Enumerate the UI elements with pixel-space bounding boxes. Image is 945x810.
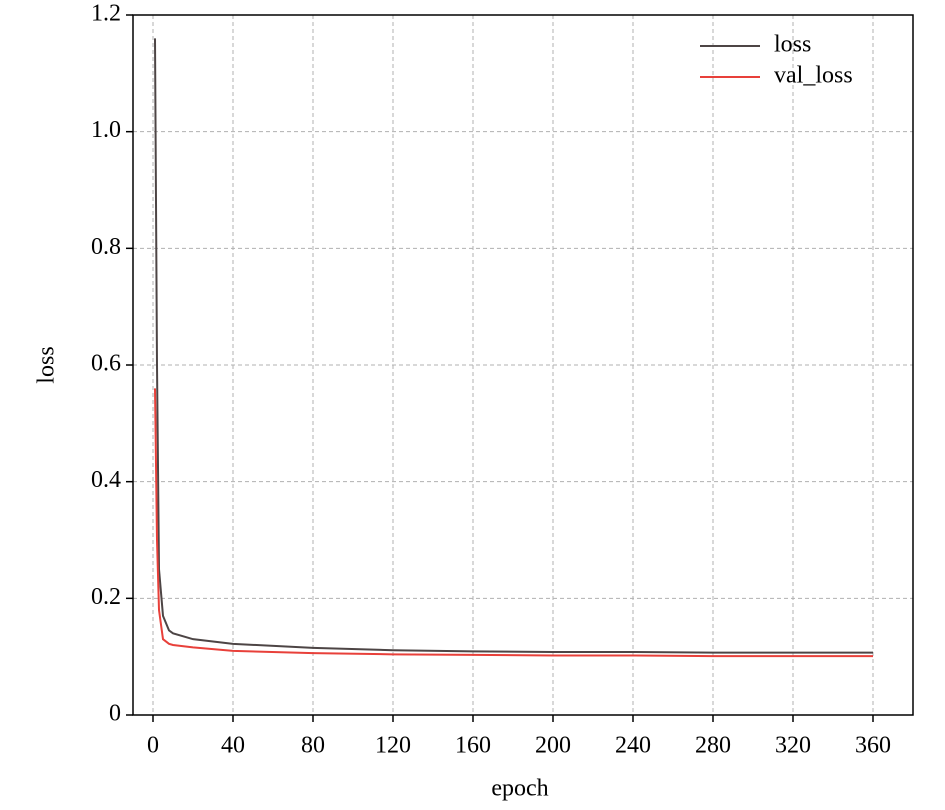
x-tick-label: 120 bbox=[375, 733, 411, 759]
x-tick-label: 200 bbox=[535, 733, 571, 759]
y-tick-label: 0.8 bbox=[91, 234, 121, 260]
x-tick-label: 40 bbox=[221, 733, 245, 759]
legend-label: loss bbox=[774, 32, 811, 58]
y-tick-label: 0 bbox=[109, 701, 121, 727]
y-tick-label: 0.6 bbox=[91, 351, 121, 377]
y-tick-label: 0.4 bbox=[91, 467, 121, 493]
x-tick-label: 360 bbox=[855, 733, 891, 759]
line-series bbox=[154, 38, 873, 654]
y-axis-label: loss bbox=[34, 346, 60, 383]
x-tick-label: 0 bbox=[147, 733, 159, 759]
y-tick-label: 0.2 bbox=[91, 584, 121, 610]
line-series bbox=[154, 388, 873, 658]
x-axis-label: epoch bbox=[491, 776, 548, 802]
x-tick-label: 280 bbox=[695, 733, 731, 759]
y-tick-label: 1.0 bbox=[91, 117, 121, 143]
plot-frame bbox=[132, 14, 914, 716]
x-tick-label: 160 bbox=[455, 733, 491, 759]
y-tick-label: 1.2 bbox=[91, 1, 121, 27]
x-tick-label: 320 bbox=[775, 733, 811, 759]
legend-label: val_loss bbox=[774, 63, 853, 89]
x-tick-label: 240 bbox=[615, 733, 651, 759]
x-tick-label: 80 bbox=[301, 733, 325, 759]
